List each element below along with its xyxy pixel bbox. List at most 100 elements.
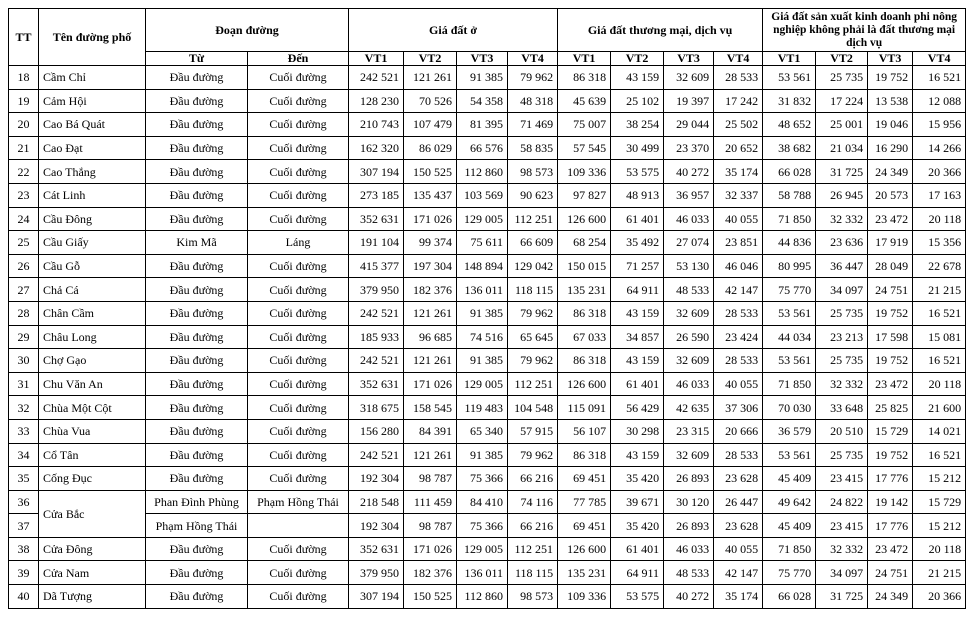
price-cell: 66 028 xyxy=(762,584,817,609)
price-cell: 171 026 xyxy=(403,536,458,562)
text-cell: 24 xyxy=(8,206,39,232)
header-cell: VT2 xyxy=(815,51,869,66)
text-cell: Cuối đường xyxy=(246,418,350,444)
price-cell: 16 290 xyxy=(867,135,914,161)
price-cell: 75 611 xyxy=(456,230,509,255)
text-cell: Đầu đường xyxy=(145,112,248,137)
price-cell: 19 142 xyxy=(867,489,914,515)
price-cell: 19 046 xyxy=(867,112,914,137)
price-cell: 56 107 xyxy=(557,418,612,444)
price-cell: 17 242 xyxy=(713,88,764,114)
price-cell: 23 851 xyxy=(713,230,764,255)
price-cell: 46 046 xyxy=(713,253,764,279)
price-cell: 99 374 xyxy=(403,230,458,255)
table-row: 25 Cầu Giấy Kim Mã Láng 191 104 99 374 75 611 6… xyxy=(8,230,967,255)
price-cell: 32 609 xyxy=(663,300,715,326)
header-cell: VT4 xyxy=(713,51,764,66)
price-cell: 44 836 xyxy=(762,230,817,255)
text-cell: Đầu đường xyxy=(145,348,248,373)
table-row: 20 Cao Bá Quát Đầu đường Cuối đường 210 743 1… xyxy=(8,112,967,137)
text-cell: Đầu đường xyxy=(145,536,248,562)
price-cell: 61 401 xyxy=(610,536,665,562)
price-cell: 39 671 xyxy=(610,489,665,515)
text-cell: Cuối đường xyxy=(246,348,350,373)
price-cell: 24 822 xyxy=(815,489,869,515)
price-cell: 103 569 xyxy=(456,182,509,208)
text-cell: 21 xyxy=(8,135,39,161)
price-cell: 150 525 xyxy=(403,159,458,184)
table-row: 37 Phạm Hồng Thái 192 304 98 787 75 366 66 21… xyxy=(8,513,967,538)
price-cell: 35 420 xyxy=(610,466,665,491)
price-cell: 136 011 xyxy=(456,277,509,302)
price-cell: 210 743 xyxy=(348,112,405,137)
price-cell: 79 962 xyxy=(507,300,559,326)
price-cell: 81 395 xyxy=(456,112,509,137)
price-cell: 70 526 xyxy=(403,88,458,114)
text-cell: Đầu đường xyxy=(145,395,248,420)
price-cell: 37 306 xyxy=(713,395,764,420)
price-cell: 15 729 xyxy=(867,418,914,444)
price-cell: 20 366 xyxy=(912,584,967,609)
price-cell: 136 011 xyxy=(456,560,509,586)
price-cell: 34 097 xyxy=(815,277,869,302)
price-cell: 53 575 xyxy=(610,584,665,609)
price-cell: 112 860 xyxy=(456,584,509,609)
price-cell: 36 579 xyxy=(762,418,817,444)
price-cell: 58 788 xyxy=(762,182,817,208)
price-cell: 25 502 xyxy=(713,112,764,137)
text-cell: Cuối đường xyxy=(246,371,350,397)
price-cell: 53 575 xyxy=(610,159,665,184)
price-cell: 126 600 xyxy=(557,536,612,562)
text-cell: 36 xyxy=(8,489,39,515)
price-cell: 21 034 xyxy=(815,135,869,161)
header-cell: VT4 xyxy=(912,51,967,66)
price-cell: 307 194 xyxy=(348,584,405,609)
price-cell: 75 770 xyxy=(762,560,817,586)
price-cell: 36 447 xyxy=(815,253,869,279)
price-cell: 75 007 xyxy=(557,112,612,137)
price-cell: 126 600 xyxy=(557,206,612,232)
price-cell: 318 675 xyxy=(348,395,405,420)
price-cell: 75 366 xyxy=(456,466,509,491)
price-cell: 98 573 xyxy=(507,159,559,184)
text-cell: Cuối đường xyxy=(246,182,350,208)
price-cell: 23 370 xyxy=(663,135,715,161)
price-cell: 32 332 xyxy=(815,536,869,562)
price-cell: 23 472 xyxy=(867,536,914,562)
price-cell: 104 548 xyxy=(507,395,559,420)
price-cell: 118 115 xyxy=(507,277,559,302)
price-cell: 197 304 xyxy=(403,253,458,279)
text-cell: Đầu đường xyxy=(145,418,248,444)
price-cell: 71 469 xyxy=(507,112,559,137)
price-cell: 150 525 xyxy=(403,584,458,609)
text-cell: Đầu đường xyxy=(145,88,248,114)
text-cell: Láng xyxy=(246,230,350,255)
price-cell: 64 911 xyxy=(610,560,665,586)
table-row: 21 Cao Đạt Đầu đường Cuối đường 162 320 86 02… xyxy=(8,135,967,161)
price-cell: 20 118 xyxy=(912,536,967,562)
price-cell: 23 315 xyxy=(663,418,715,444)
price-cell: 32 337 xyxy=(713,182,764,208)
street-name: Cảm Hội xyxy=(38,88,146,114)
text-cell: 35 xyxy=(8,466,39,491)
price-cell: 28 049 xyxy=(867,253,914,279)
text-cell: Cuối đường xyxy=(246,135,350,161)
price-cell: 24 349 xyxy=(867,159,914,184)
street-name: Dã Tượng xyxy=(38,584,146,609)
header-cell: Đến xyxy=(246,51,350,66)
text-cell: 20 xyxy=(8,112,39,137)
text-cell: Cuối đường xyxy=(246,395,350,420)
price-cell: 25 001 xyxy=(815,112,869,137)
price-cell: 35 174 xyxy=(713,159,764,184)
price-cell: 36 957 xyxy=(663,182,715,208)
price-cell: 171 026 xyxy=(403,371,458,397)
price-cell: 25 825 xyxy=(867,395,914,420)
price-cell: 20 366 xyxy=(912,159,967,184)
text-cell: 40 xyxy=(8,584,39,609)
price-cell: 58 835 xyxy=(507,135,559,161)
price-cell: 15 081 xyxy=(912,324,967,350)
price-cell: 66 216 xyxy=(507,466,559,491)
price-cell: 16 521 xyxy=(912,348,967,373)
price-cell: 45 409 xyxy=(762,466,817,491)
price-cell: 30 120 xyxy=(663,489,715,515)
